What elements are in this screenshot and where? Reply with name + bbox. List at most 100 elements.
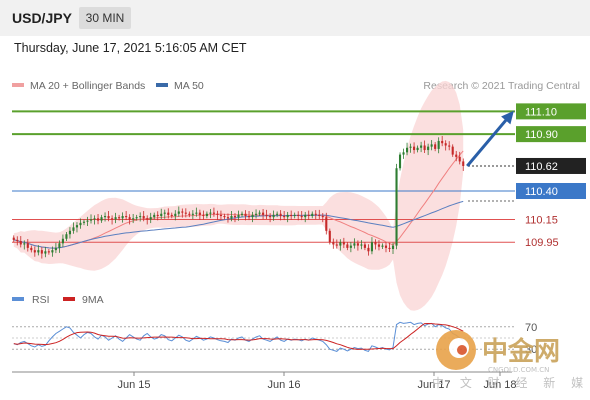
candle-body <box>177 211 180 214</box>
level-badge-110.90 <box>516 126 586 143</box>
candle <box>75 222 79 233</box>
legend-9ma-label: 9MA <box>82 294 104 306</box>
candle <box>290 210 293 220</box>
candle-body <box>100 217 103 221</box>
candle-body <box>240 213 244 215</box>
candle <box>395 163 398 250</box>
candle <box>230 211 233 222</box>
candle <box>335 239 338 249</box>
candle <box>444 140 447 151</box>
candle <box>153 212 156 220</box>
candlesticks <box>12 135 465 259</box>
candle-body <box>328 230 331 243</box>
candle <box>223 213 226 220</box>
candle-body <box>321 216 324 218</box>
candle <box>420 141 423 153</box>
candle <box>125 211 128 221</box>
candle <box>311 211 314 219</box>
candle-body <box>360 244 363 246</box>
candle <box>441 135 444 147</box>
candle <box>423 140 426 154</box>
candle <box>44 246 47 258</box>
candle-body <box>451 146 454 155</box>
candle <box>114 212 117 224</box>
candle <box>388 242 391 252</box>
candle-body <box>195 212 198 214</box>
candle-body <box>139 216 142 218</box>
candle <box>184 208 187 218</box>
arrow-head <box>501 110 514 125</box>
candle-body <box>286 214 289 218</box>
candle-body <box>114 217 117 220</box>
candle <box>279 210 282 221</box>
rsi-level-label-70: 70 <box>525 322 537 334</box>
candle-body <box>132 218 135 220</box>
candle <box>272 210 275 221</box>
candle <box>26 239 29 252</box>
candle <box>391 242 395 255</box>
candle <box>409 143 412 153</box>
timeframe-badge[interactable]: 30 MIN <box>79 7 131 29</box>
candle <box>132 213 135 224</box>
level-label-109.95: 109.95 <box>525 237 559 249</box>
candle-body <box>23 243 26 245</box>
candle <box>16 236 19 246</box>
candle-body <box>293 214 296 217</box>
arrow-shaft <box>466 114 512 167</box>
candle <box>37 245 40 256</box>
candle-body <box>332 242 335 245</box>
candle-body <box>290 214 293 217</box>
candle <box>104 212 107 222</box>
svg-text:CNGOLD.COM.CN: CNGOLD.COM.CN <box>488 366 549 374</box>
candle-body <box>79 222 82 226</box>
candle <box>209 208 212 219</box>
candle-body <box>58 243 61 248</box>
candle <box>269 213 272 223</box>
candle <box>79 218 82 229</box>
candle <box>111 215 114 225</box>
candle <box>12 235 15 243</box>
candle <box>33 246 36 257</box>
candle-body <box>156 214 159 217</box>
bollinger-bands <box>13 80 464 311</box>
candle-body <box>381 245 384 247</box>
candle-body <box>339 242 342 246</box>
candle-body <box>86 220 89 222</box>
candle-body <box>377 244 381 247</box>
candle-body <box>54 247 57 251</box>
candle <box>118 214 121 221</box>
x-tick-label: Jun 16 <box>267 379 300 391</box>
candle-body <box>265 214 268 217</box>
level-label-110.15: 110.15 <box>525 214 558 226</box>
candle <box>413 142 416 154</box>
candle-body <box>444 143 447 146</box>
candle <box>216 210 219 220</box>
candle <box>325 212 328 235</box>
rsi-line <box>13 321 464 352</box>
candle <box>363 242 366 251</box>
candle <box>458 151 461 165</box>
candle <box>233 213 237 223</box>
candle <box>47 249 50 255</box>
candle <box>156 211 159 221</box>
candle <box>146 215 149 225</box>
candle <box>262 208 265 220</box>
candle-body <box>149 217 152 220</box>
candle <box>286 211 289 223</box>
candle-body <box>430 144 433 147</box>
candle <box>23 240 26 250</box>
cngold-watermark: 中金网 CNGOLD.COM.CN 中 文 财 经 新 媒 体 <box>432 330 590 390</box>
candle-body <box>346 244 349 248</box>
candle-body <box>272 214 275 218</box>
candle-body <box>47 251 50 253</box>
candle <box>170 212 173 219</box>
candle-body <box>437 140 440 149</box>
candle <box>346 242 349 251</box>
candle-body <box>420 145 423 148</box>
candle-body <box>61 238 64 244</box>
candle <box>40 247 43 259</box>
candle <box>416 145 419 153</box>
candle <box>191 210 194 220</box>
forecast-arrow <box>466 110 514 167</box>
candle <box>96 213 100 225</box>
